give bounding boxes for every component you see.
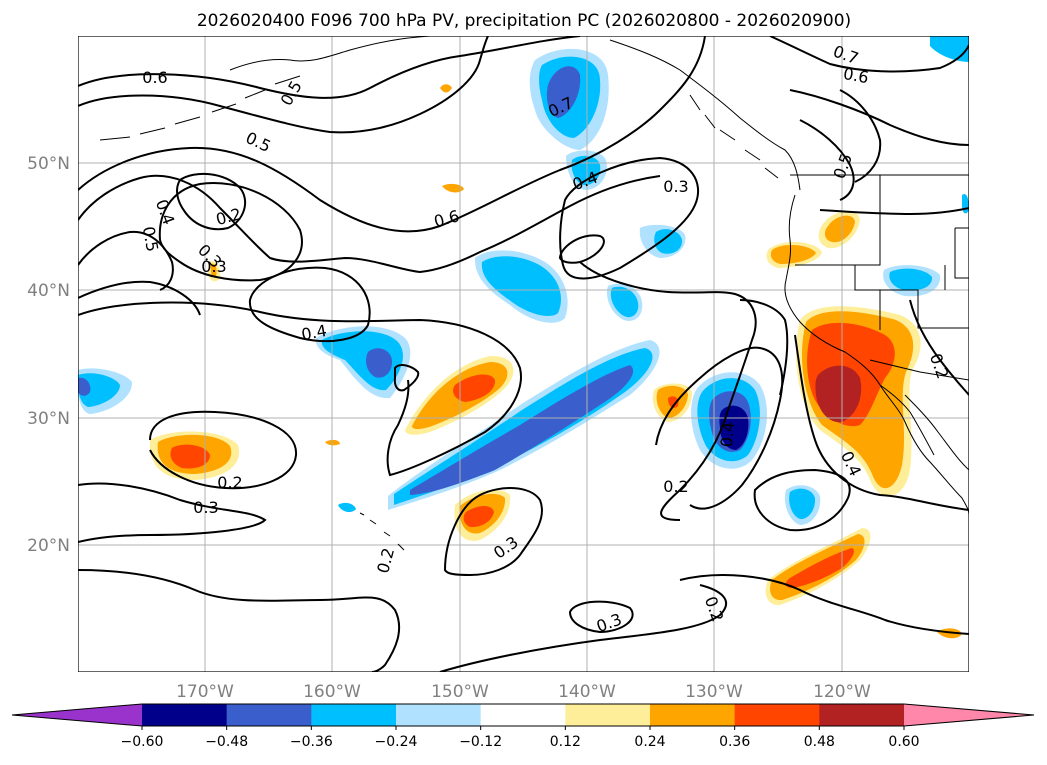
colorbar-segment [819, 704, 905, 726]
contour-label: 0.3 [663, 177, 688, 196]
gulf-of-california [904, 394, 969, 471]
colorbar-tick-label: 0.48 [804, 734, 835, 750]
lon-label: 150°W [431, 682, 489, 702]
graticule [78, 36, 969, 672]
colorbar-segment [480, 704, 566, 726]
colorbar-segment [226, 704, 312, 726]
contour-label: 0.2 [217, 473, 242, 492]
contour-label: 0.6 [842, 64, 870, 87]
bc-islands [689, 94, 779, 179]
lat-label: 20°N [27, 536, 70, 556]
colorbar-extend-high [904, 704, 1034, 726]
latitude-labels: 50°N 40°N 30°N 20°N [27, 154, 70, 556]
colorbar-tick-label: 0.24 [634, 734, 665, 750]
colorbar-segment [650, 704, 736, 726]
colorbar-extend-low [12, 704, 142, 726]
lat-label: 30°N [27, 409, 70, 429]
contour-label: 0.3 [201, 257, 226, 276]
contour-label: 0.4 [717, 421, 738, 448]
lon-label: 160°W [303, 682, 361, 702]
lon-label: 130°W [685, 682, 743, 702]
lon-label: 140°W [558, 682, 616, 702]
colorbar-segment [311, 704, 397, 726]
figure-title: 2026020400 F096 700 hPa PV, precipitatio… [197, 11, 851, 31]
state-boundaries [795, 175, 969, 330]
colorbar-tick-label: −0.60 [121, 734, 164, 750]
longitude-labels: 170°W 160°W 150°W 140°W 130°W 120°W [176, 682, 871, 702]
hawaii-islands [359, 512, 405, 551]
alaska-panhandle [609, 39, 801, 191]
map-panel: 0.6 0.7 0.6 0.5 0.5 0.5 0.4 0.2 0.3 0.6 … [78, 36, 969, 672]
alaska-coast [229, 36, 431, 71]
contour-label: 0.3 [193, 498, 218, 517]
colorbar-tick-label: −0.36 [290, 734, 333, 750]
colorbar-segment [565, 704, 651, 726]
colorbar-tick-label: −0.24 [375, 734, 418, 750]
contour-label: 0.5 [139, 225, 162, 253]
lat-label: 40°N [27, 281, 70, 301]
colorbar-segment [734, 704, 820, 726]
colorbar-tick-label: 0.36 [719, 734, 750, 750]
lon-label: 170°W [176, 682, 234, 702]
west-coast [784, 194, 969, 516]
contour-label: 0.4 [300, 321, 328, 344]
contour-label: 0.6 [142, 68, 167, 87]
colorbar-tick-label: 0.12 [550, 734, 581, 750]
colorbar: −0.60 −0.48 −0.36 −0.24 −0.12 0.12 0.24 0.36 0.4… [11, 703, 1035, 750]
colorbar-segment [396, 704, 482, 726]
lat-label: 50°N [27, 154, 70, 174]
contour-label: 0.2 [663, 477, 688, 496]
precip-negative-region [78, 36, 969, 525]
colorbar-segment [142, 704, 228, 726]
pv-contours [78, 36, 969, 672]
colorbar-tick-label: −0.48 [205, 734, 248, 750]
lon-label: 120°W [813, 682, 871, 702]
colorbar-tick-label: −0.12 [459, 734, 502, 750]
baja-peninsula [879, 384, 935, 456]
colorbar-tick-label: 0.60 [888, 734, 919, 750]
